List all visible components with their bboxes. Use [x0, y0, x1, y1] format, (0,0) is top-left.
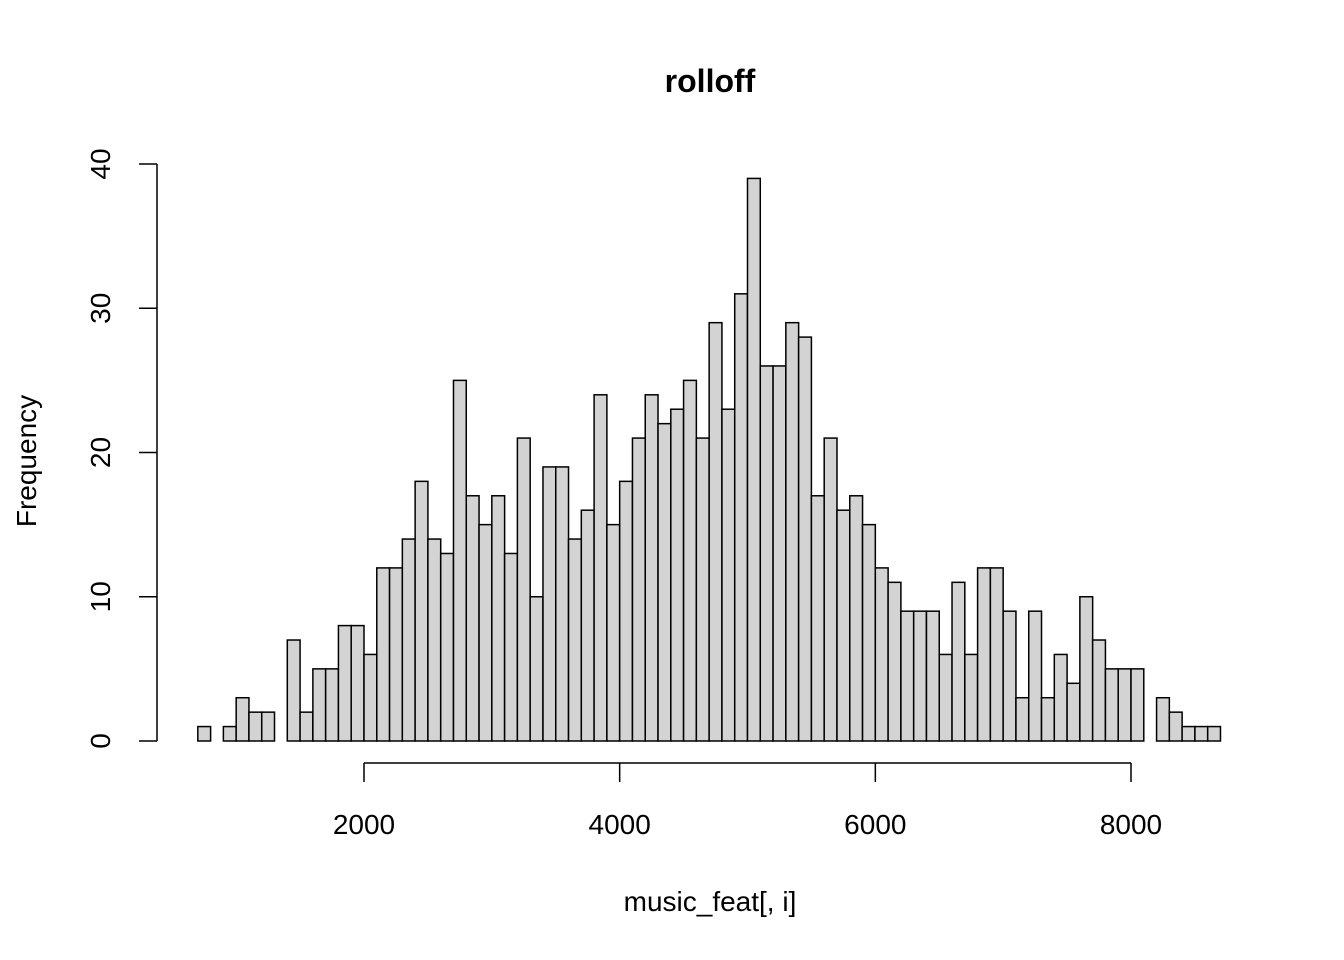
histogram-bar	[785, 321, 800, 742]
histogram-bar	[312, 668, 327, 742]
histogram-bar	[606, 523, 621, 742]
histogram-bar	[1194, 725, 1209, 742]
x-tick-label: 8000	[1100, 809, 1162, 840]
x-axis-label: music_feat[, i]	[624, 886, 797, 917]
histogram-bar	[414, 480, 429, 742]
histogram-bar	[478, 523, 493, 742]
histogram-bar	[708, 321, 723, 742]
histogram-bar	[465, 495, 480, 742]
histogram-bar	[1117, 668, 1132, 742]
histogram-bar	[925, 610, 940, 742]
x-tick-label: 6000	[844, 809, 906, 840]
histogram-bar	[1181, 725, 1196, 742]
histogram-bar	[1168, 711, 1183, 742]
histogram-bar	[836, 509, 851, 742]
histogram-bar	[1040, 696, 1056, 742]
histogram-bar	[567, 538, 583, 742]
histogram-bar	[1002, 610, 1017, 742]
histogram-bar	[1206, 725, 1222, 742]
histogram-bar	[989, 567, 1004, 742]
histogram-bar	[964, 653, 979, 742]
x-tick-label: 4000	[589, 809, 651, 840]
histogram-bar	[874, 567, 889, 742]
histogram-bar	[631, 437, 646, 742]
histogram-bar	[324, 668, 340, 742]
histogram-bar	[1104, 668, 1119, 742]
histogram-bar	[721, 408, 736, 742]
histogram-bar	[695, 437, 710, 742]
histogram-bar	[951, 581, 966, 742]
histogram-bar	[618, 480, 634, 742]
histogram-bar	[861, 523, 877, 742]
chart-title: rolloff	[665, 63, 756, 99]
histogram-bar	[593, 394, 608, 742]
histogram-bar	[682, 379, 698, 742]
histogram-bar	[900, 610, 915, 742]
histogram-bar	[797, 336, 813, 742]
histogram-bar	[746, 177, 762, 742]
histogram-bar	[912, 610, 928, 742]
x-tick-label: 2000	[333, 809, 395, 840]
histogram-bar	[299, 711, 314, 742]
histogram-bar	[235, 696, 250, 742]
histogram-bar	[1027, 610, 1043, 742]
histogram-bar	[657, 422, 672, 742]
histogram-bar	[1155, 696, 1171, 742]
histogram-bar	[1079, 596, 1094, 742]
y-axis: 0 10 20 30 40	[85, 148, 158, 749]
histogram-bar	[823, 437, 838, 742]
y-tick-label: 10	[85, 581, 116, 612]
histogram-bar	[491, 495, 506, 742]
y-tick-label: 40	[85, 148, 116, 179]
histogram-bar	[427, 538, 442, 742]
histogram-bar	[248, 711, 263, 742]
histogram-bar	[401, 538, 416, 742]
histogram-bar	[363, 653, 378, 742]
histogram-bar	[337, 624, 352, 742]
histogram-bar	[976, 567, 992, 742]
histogram-bar	[286, 639, 301, 742]
histogram-bar	[580, 509, 595, 742]
y-tick-label: 20	[85, 437, 116, 468]
histogram-bar	[503, 552, 519, 742]
y-axis-label: Frequency	[11, 395, 42, 527]
histogram-bar	[542, 466, 557, 742]
histogram-bar	[1015, 696, 1030, 742]
histogram-bar	[759, 365, 774, 742]
histogram-bar	[260, 711, 276, 742]
histogram-bar	[222, 725, 237, 742]
histogram-bar	[529, 596, 544, 742]
histogram-bar	[197, 725, 212, 742]
y-tick-label: 30	[85, 293, 116, 324]
x-axis: 2000 4000 6000 8000	[333, 762, 1162, 840]
histogram-bar	[388, 567, 404, 742]
histogram-bar	[810, 495, 825, 742]
histogram-bar	[350, 624, 365, 742]
y-tick-label: 0	[85, 733, 116, 749]
histogram-bar	[733, 293, 749, 742]
histogram-bar	[772, 365, 787, 742]
histogram-bar	[1066, 682, 1081, 742]
histogram-bar	[849, 495, 864, 742]
histogram-bar	[555, 466, 570, 742]
histogram-bar	[452, 379, 468, 742]
histogram-bar	[938, 653, 953, 742]
histogram-bar	[1130, 668, 1145, 742]
histogram-bar	[644, 394, 659, 742]
bars-group	[197, 177, 1222, 742]
histogram-bar	[887, 581, 902, 742]
histogram-bar	[516, 437, 531, 742]
histogram-bar	[1091, 639, 1107, 742]
histogram-bar	[670, 408, 685, 742]
histogram-bar	[439, 552, 455, 742]
histogram-bar	[1053, 653, 1068, 742]
histogram-bar	[376, 567, 391, 742]
